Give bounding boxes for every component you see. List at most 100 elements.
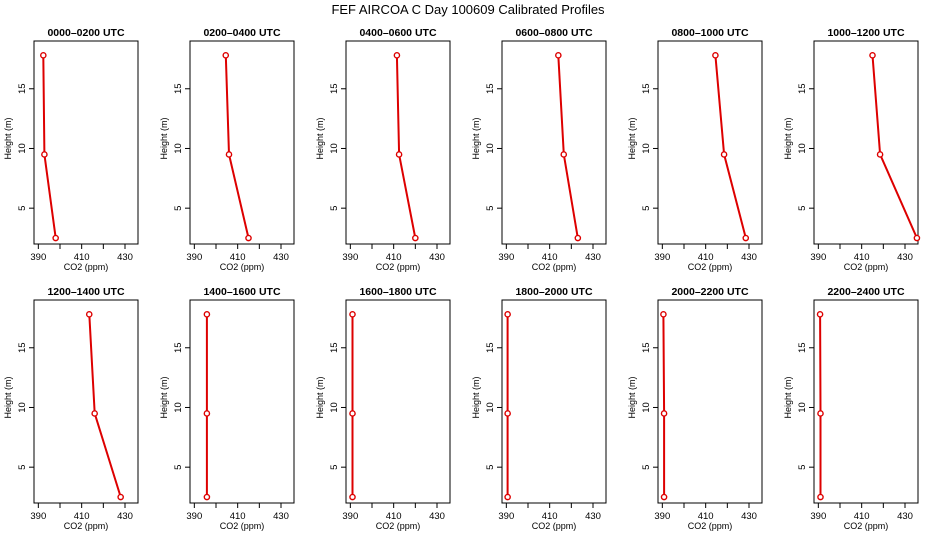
data-point [91, 410, 98, 417]
y-axis-label: Height (m) [627, 117, 637, 159]
data-point [876, 151, 884, 158]
y-tick-label: 5 [641, 465, 652, 470]
profile-line [88, 314, 122, 498]
y-tick-label: 15 [797, 83, 808, 94]
x-tick-label: 410 [386, 252, 402, 263]
data-point [203, 410, 211, 417]
x-axis-label: CO2 (ppm) [220, 521, 265, 531]
data-point [817, 410, 824, 417]
y-tick-label: 15 [797, 342, 808, 353]
x-tick-label: 390 [186, 252, 202, 263]
x-tick-label: 390 [810, 252, 826, 263]
x-axis-label: CO2 (ppm) [532, 262, 577, 272]
y-tick-label: 10 [173, 143, 184, 154]
y-axis-label: Height (m) [315, 376, 325, 418]
plot-frame [189, 40, 295, 245]
profile-line [662, 314, 666, 497]
x-tick-label: 390 [342, 252, 358, 263]
x-axis-label: CO2 (ppm) [688, 521, 733, 531]
x-tick-label: 430 [897, 511, 913, 522]
panel-2: 0200–0400 UTC 390 410 430 5 10 15 CO2 (ppm) Heig… [159, 27, 295, 272]
x-axis-label: CO2 (ppm) [844, 521, 889, 531]
y-axis-label: Height (m) [3, 376, 13, 418]
x-tick-label: 430 [117, 252, 133, 263]
x-tick-label: 390 [498, 511, 514, 522]
panel-title: 0400–0600 UTC [359, 27, 436, 39]
x-axis-label: CO2 (ppm) [376, 521, 421, 531]
y-axis-label: Height (m) [159, 376, 169, 418]
x-axis-label: CO2 (ppm) [376, 262, 421, 272]
x-tick-label: 430 [585, 511, 601, 522]
x-tick-label: 410 [386, 511, 402, 522]
data-point [574, 234, 582, 242]
panel-7: 1200–1400 UTC 390 410 430 5 10 15 CO2 (ppm) Heig… [3, 286, 139, 531]
profile-line [871, 55, 918, 239]
y-tick-label: 10 [485, 402, 496, 413]
y-axis-label: Height (m) [627, 376, 637, 418]
panel-title: 0600–0800 UTC [515, 27, 592, 39]
y-tick-label: 5 [17, 465, 28, 470]
data-point [560, 151, 568, 158]
y-tick-label: 10 [17, 143, 28, 154]
y-tick-label: 5 [17, 206, 28, 211]
x-tick-label: 410 [230, 252, 246, 263]
x-tick-label: 410 [854, 511, 870, 522]
y-tick-label: 10 [641, 402, 652, 413]
y-tick-label: 15 [173, 342, 184, 353]
plot-frame [813, 299, 919, 504]
data-point [555, 52, 562, 59]
x-tick-label: 410 [542, 511, 558, 522]
x-tick-label: 410 [698, 511, 714, 522]
data-point [660, 311, 667, 318]
y-tick-label: 15 [173, 83, 184, 94]
y-tick-label: 15 [329, 342, 340, 353]
x-tick-label: 410 [74, 252, 90, 263]
y-tick-label: 5 [329, 206, 340, 211]
x-tick-label: 430 [897, 252, 913, 263]
y-axis-label: Height (m) [159, 117, 169, 159]
data-point [504, 493, 511, 501]
panel-12: 2200–2400 UTC 390 410 430 5 10 15 CO2 (ppm) Heig… [783, 286, 919, 531]
plot-frame [501, 299, 607, 504]
x-tick-label: 430 [741, 511, 757, 522]
data-point [117, 493, 124, 501]
x-tick-label: 390 [654, 511, 670, 522]
plot-frame [657, 40, 763, 245]
panel-5: 0800–1000 UTC 390 410 430 5 10 15 CO2 (ppm) Heig… [627, 27, 763, 272]
y-tick-label: 15 [329, 83, 340, 94]
x-axis-label: CO2 (ppm) [532, 521, 577, 531]
x-tick-label: 410 [230, 511, 246, 522]
data-point [742, 234, 750, 242]
panel-6: 1000–1200 UTC 390 410 430 5 10 15 CO2 (ppm) Heig… [783, 27, 921, 272]
y-tick-label: 10 [329, 143, 340, 154]
data-point [222, 52, 230, 59]
panel-10: 1800–2000 UTC 390 410 430 5 10 15 CO2 (ppm) Heig… [471, 286, 607, 531]
x-tick-label: 390 [30, 511, 46, 522]
y-tick-label: 15 [17, 342, 28, 353]
y-axis-label: Height (m) [783, 117, 793, 159]
panel-title: 1800–2000 UTC [515, 286, 592, 298]
x-tick-label: 390 [342, 511, 358, 522]
profile-line [395, 55, 417, 239]
y-axis-label: Height (m) [3, 117, 13, 159]
y-axis-label: Height (m) [471, 117, 481, 159]
panel-title: 0200–0400 UTC [203, 27, 280, 39]
plot-frame [813, 40, 919, 245]
y-tick-label: 15 [485, 342, 496, 353]
panel-title: 0000–0200 UTC [47, 27, 124, 39]
x-axis-label: CO2 (ppm) [844, 262, 889, 272]
x-tick-label: 410 [74, 511, 90, 522]
panel-title: 2000–2200 UTC [671, 286, 748, 298]
x-tick-label: 410 [698, 252, 714, 263]
x-tick-label: 390 [654, 252, 670, 263]
panel-grid: 0000–0200 UTC 390 410 430 5 10 15 CO2 (ppm) Heig… [3, 27, 921, 531]
profile-line [557, 55, 579, 239]
data-point [712, 52, 719, 59]
y-tick-label: 5 [485, 206, 496, 211]
data-point [225, 151, 233, 158]
data-point [504, 311, 511, 318]
y-tick-label: 5 [797, 206, 808, 211]
x-axis-label: CO2 (ppm) [64, 262, 109, 272]
panel-title: 1000–1200 UTC [827, 27, 904, 39]
